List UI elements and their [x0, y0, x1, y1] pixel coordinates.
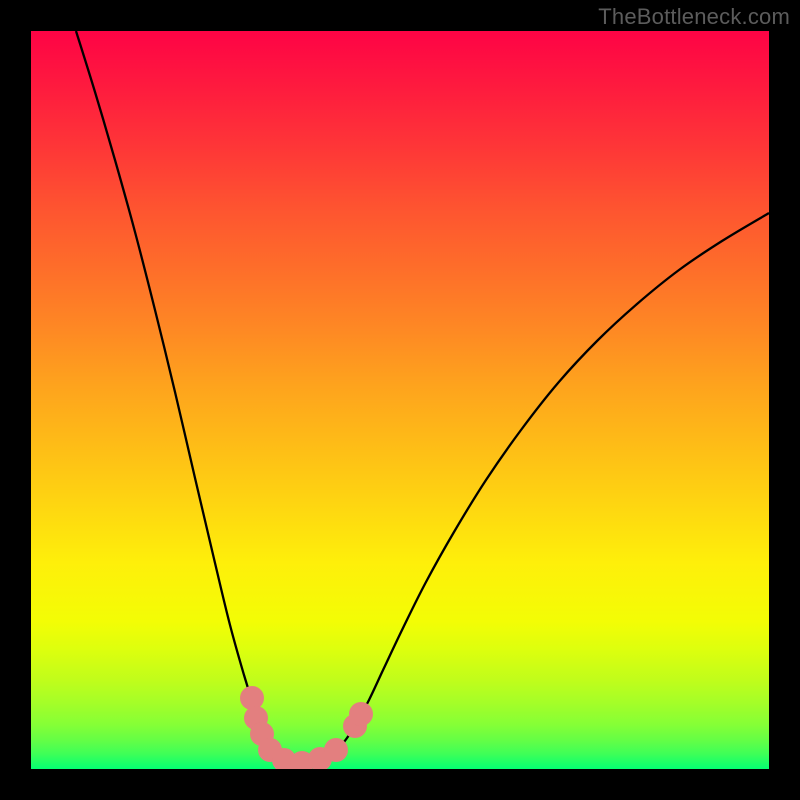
- data-marker: [349, 702, 373, 726]
- chart-svg: [0, 0, 800, 800]
- data-marker: [240, 686, 264, 710]
- watermark-text: TheBottleneck.com: [598, 4, 790, 30]
- chart-frame: TheBottleneck.com: [0, 0, 800, 800]
- curve-left: [76, 31, 300, 763]
- curve-right: [300, 213, 769, 763]
- data-marker: [324, 738, 348, 762]
